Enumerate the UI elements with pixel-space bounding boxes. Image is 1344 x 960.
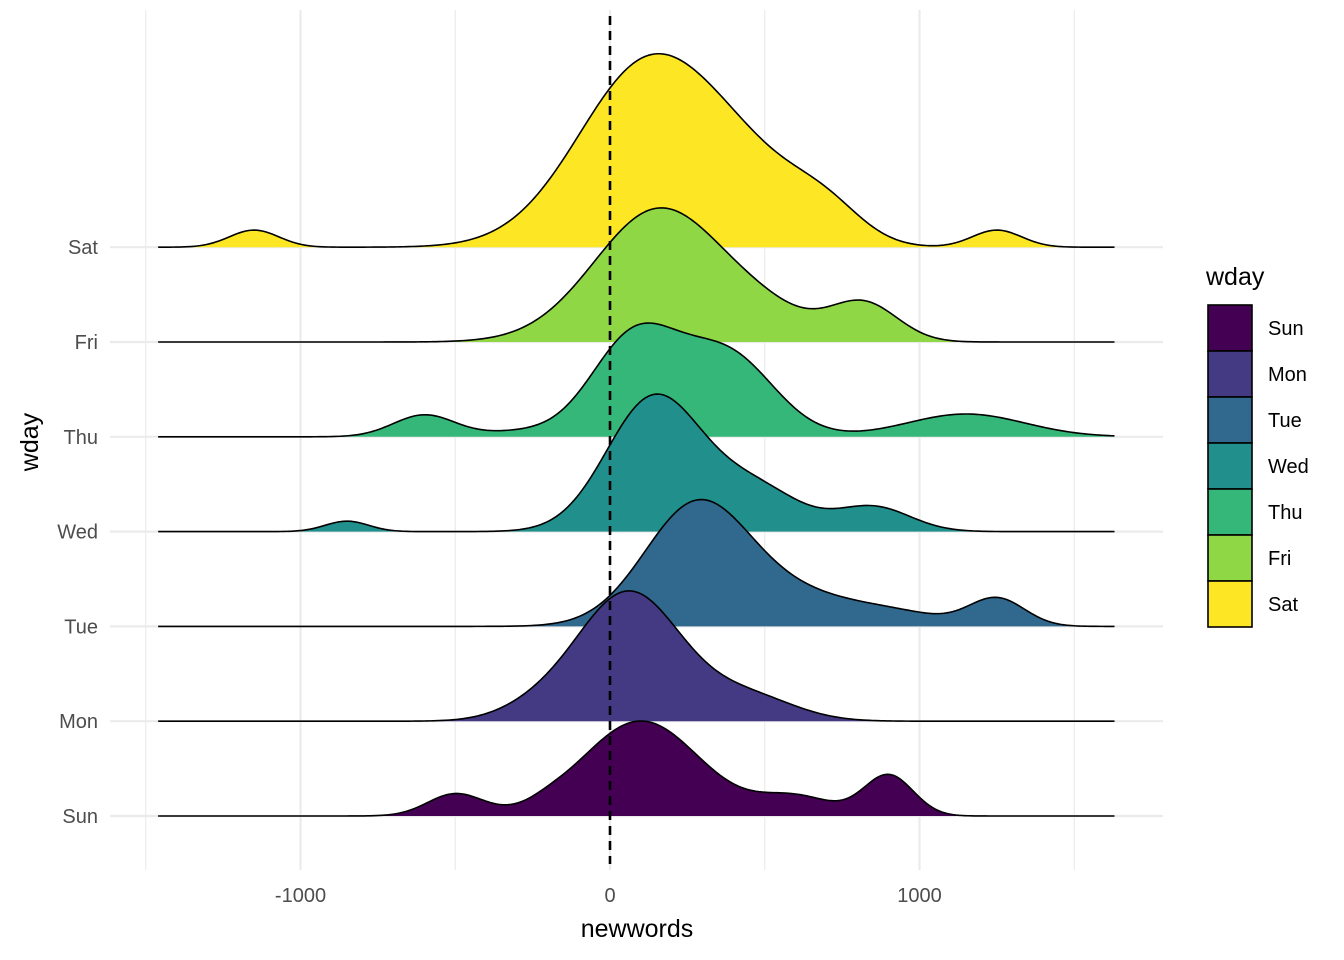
- legend-key-mon: [1207, 350, 1253, 398]
- density-ridges: [158, 52, 1115, 817]
- ridge-outline-sat: [158, 52, 1115, 248]
- ridge-fri: [158, 207, 1115, 343]
- x-tick-label: 1000: [897, 885, 942, 907]
- y-tick-label-sun: Sun: [62, 806, 98, 828]
- legend-label-thu: Thu: [1268, 502, 1302, 524]
- ridge-outline-wed: [158, 393, 1115, 533]
- ridge-outline-sun: [158, 720, 1115, 817]
- y-axis: Sun Mon Tue Wed Thu Fri Sat: [57, 237, 98, 828]
- ridge-thu: [158, 322, 1115, 438]
- legend-label-wed: Wed: [1268, 456, 1309, 478]
- legend-key-tue: [1207, 396, 1253, 444]
- legend-title: wday: [1205, 263, 1265, 291]
- legend-label-mon: Mon: [1268, 364, 1307, 386]
- ridge-sun: [158, 720, 1115, 817]
- y-axis-title: wday: [16, 412, 44, 472]
- y-tick-label-tue: Tue: [64, 616, 98, 638]
- y-tick-label-wed: Wed: [57, 522, 98, 544]
- ridge-sat: [158, 52, 1115, 248]
- ridge-wed: [158, 393, 1115, 533]
- legend-key-thu: [1207, 488, 1253, 536]
- ridge-outline-fri: [158, 207, 1115, 343]
- x-tick-label: 0: [604, 885, 615, 907]
- ridge-mon: [158, 590, 1115, 722]
- legend-key-fri: [1207, 534, 1253, 582]
- y-tick-label-fri: Fri: [75, 332, 98, 354]
- legend-key-sun: [1207, 304, 1253, 352]
- legend-key-sat: [1207, 580, 1253, 628]
- ridge-fill-wed: [158, 394, 1115, 532]
- ridge-outline-tue: [158, 498, 1115, 628]
- x-tick-label: -1000: [275, 885, 326, 907]
- legend-key-wed: [1207, 442, 1253, 490]
- ridge-fill-sat: [158, 53, 1115, 248]
- y-tick-label-thu: Thu: [64, 427, 98, 449]
- legend: wday Sun Mon Tue Wed Thu Fri Sat: [1205, 263, 1309, 628]
- ridge-fill-thu: [158, 323, 1115, 437]
- y-tick-label-mon: Mon: [59, 711, 98, 733]
- legend-label-sun: Sun: [1268, 318, 1304, 340]
- ridge-fill-sun: [158, 721, 1115, 816]
- ridge-fill-fri: [158, 207, 1115, 342]
- legend-label-sat: Sat: [1268, 594, 1298, 616]
- ridge-outline-thu: [158, 322, 1115, 438]
- ridge-outline-mon: [158, 590, 1115, 722]
- legend-label-fri: Fri: [1268, 548, 1291, 570]
- ridge-fill-mon: [158, 590, 1115, 722]
- legend-label-tue: Tue: [1268, 410, 1302, 432]
- y-tick-label-sat: Sat: [68, 237, 98, 259]
- x-axis-title: newwords: [581, 915, 694, 943]
- x-axis: -1000 0 1000: [275, 885, 942, 907]
